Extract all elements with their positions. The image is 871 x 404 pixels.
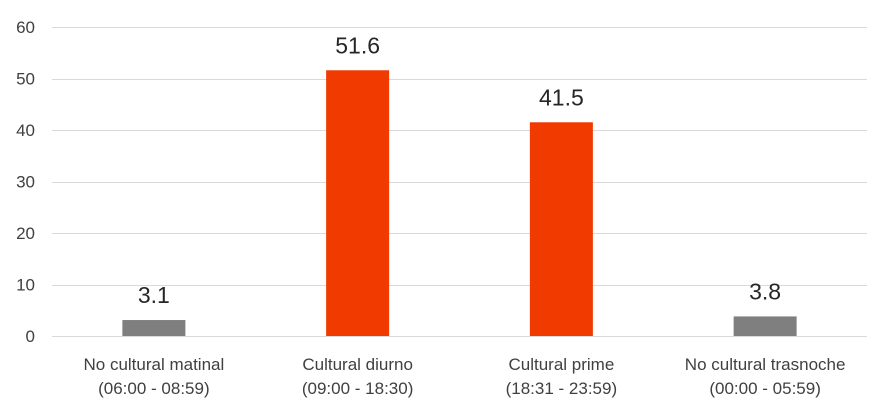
data-labels: 3.1 51.6 41.5 3.8 <box>138 32 781 308</box>
y-axis: 0 10 20 30 40 50 60 <box>16 18 35 346</box>
y-tick-label: 0 <box>26 327 35 346</box>
x-tick-sublabel: (09:00 - 18:30) <box>302 379 414 398</box>
x-tick-label: No cultural trasnoche <box>685 355 846 374</box>
y-tick-label: 50 <box>16 70 35 89</box>
data-label: 41.5 <box>539 84 584 110</box>
x-tick-label: No cultural matinal <box>83 355 224 374</box>
x-tick-label: Cultural diurno <box>302 355 413 374</box>
y-tick-label: 60 <box>16 18 35 37</box>
data-label: 51.6 <box>335 32 380 58</box>
y-tick-label: 40 <box>16 121 35 140</box>
bar <box>529 122 593 337</box>
gridlines <box>52 27 867 286</box>
data-label: 3.8 <box>749 278 781 304</box>
bars <box>122 70 797 337</box>
x-tick-label: Cultural prime <box>508 355 614 374</box>
y-tick-label: 10 <box>16 276 35 295</box>
x-tick-sublabel: (06:00 - 08:59) <box>98 379 210 398</box>
y-tick-label: 30 <box>16 173 35 192</box>
x-tick-sublabel: (18:31 - 23:59) <box>506 379 618 398</box>
bar <box>326 70 390 336</box>
y-tick-label: 20 <box>16 224 35 243</box>
x-tick-sublabel: (00:00 - 05:59) <box>709 379 821 398</box>
bar <box>733 316 797 336</box>
x-axis: No cultural matinal (06:00 - 08:59) Cultur… <box>52 336 867 398</box>
bar <box>122 320 186 336</box>
data-label: 3.1 <box>138 282 170 308</box>
